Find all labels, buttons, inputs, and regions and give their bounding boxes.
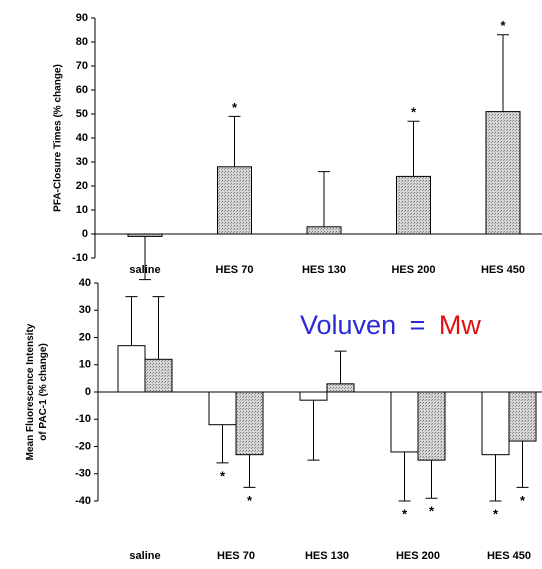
y-axis-label-line: Mean Fluorescence Intensity	[25, 323, 36, 460]
x-tick-label: HES 130	[305, 550, 349, 562]
y-tick-label: -30	[75, 468, 91, 480]
bar	[481, 391, 510, 456]
bar	[235, 391, 264, 456]
significance-marker: *	[493, 506, 499, 521]
y-tick-label: 20	[76, 180, 88, 192]
error-bar	[139, 236, 151, 281]
significance-marker: *	[232, 100, 238, 115]
bar	[390, 391, 419, 453]
significance-marker: *	[520, 493, 526, 508]
bar	[396, 175, 431, 235]
y-tick-label: -40	[75, 495, 91, 507]
error-bar	[125, 296, 138, 346]
y-tick-label: -10	[75, 413, 91, 425]
y-tick-label: 30	[76, 156, 88, 168]
y-axis-label: PFA-Closure Times (% change)	[53, 64, 64, 212]
bar	[417, 391, 446, 461]
significance-marker: *	[247, 493, 253, 508]
annotation-text: Voluven	[300, 310, 396, 340]
x-tick-label: HES 70	[217, 550, 255, 562]
y-tick-label: 50	[76, 108, 88, 120]
error-bar	[398, 451, 411, 502]
error-bar	[216, 424, 229, 464]
bar	[117, 345, 146, 393]
error-bar	[407, 120, 420, 177]
significance-marker: *	[429, 504, 435, 519]
error-bar	[307, 400, 320, 461]
y-tick-label: 0	[82, 228, 88, 240]
significance-marker: *	[500, 18, 506, 33]
y-tick-label: -10	[72, 252, 88, 264]
significance-marker: *	[220, 468, 226, 483]
y-axis-label: Mean Fluorescence Intensity of PAC-1 (% c…	[25, 323, 49, 460]
y-tick-label: 90	[76, 12, 88, 24]
y-tick-label: -20	[75, 440, 91, 452]
error-bar	[489, 454, 502, 502]
x-tick-label: HES 450	[487, 550, 531, 562]
error-bar	[334, 350, 347, 384]
y-tick-label: 10	[79, 359, 91, 371]
bar	[508, 391, 537, 442]
x-tick-label: HES 200	[391, 264, 435, 276]
y-tick-label: 30	[79, 304, 91, 316]
x-tick-label: HES 70	[216, 264, 254, 276]
bar	[299, 391, 328, 401]
error-bar	[243, 454, 256, 488]
y-tick-label: 60	[76, 84, 88, 96]
error-bar	[228, 115, 241, 167]
significance-marker: *	[402, 506, 408, 521]
x-tick-label: HES 130	[302, 264, 346, 276]
y-tick-label: 40	[79, 277, 91, 289]
annotation-text: =	[410, 310, 426, 340]
y-tick-label: 0	[85, 386, 91, 398]
significance-marker: *	[411, 105, 417, 120]
x-tick-label: HES 450	[481, 264, 525, 276]
bar	[127, 233, 163, 237]
error-bar	[318, 171, 330, 227]
bar	[485, 111, 521, 235]
bar	[208, 391, 237, 426]
y-tick-label: 80	[76, 36, 88, 48]
annotation-text: Mw	[439, 310, 481, 340]
annotation: Voluven = Mw	[300, 310, 481, 340]
error-bar	[425, 460, 438, 499]
bar	[306, 226, 342, 235]
error-bar	[497, 34, 509, 112]
error-bar	[516, 441, 529, 488]
x-tick-label: HES 200	[396, 550, 440, 562]
bar	[326, 383, 355, 393]
bar	[144, 358, 173, 393]
bar	[217, 166, 252, 235]
y-tick-label: 20	[79, 331, 91, 343]
y-tick-label: 40	[76, 132, 88, 144]
y-tick-label: 70	[76, 60, 88, 72]
error-bar	[152, 296, 165, 360]
y-axis-label-line: of PAC-1 (% change)	[38, 343, 49, 441]
y-tick-label: 10	[76, 204, 88, 216]
x-tick-label: saline	[129, 550, 160, 562]
